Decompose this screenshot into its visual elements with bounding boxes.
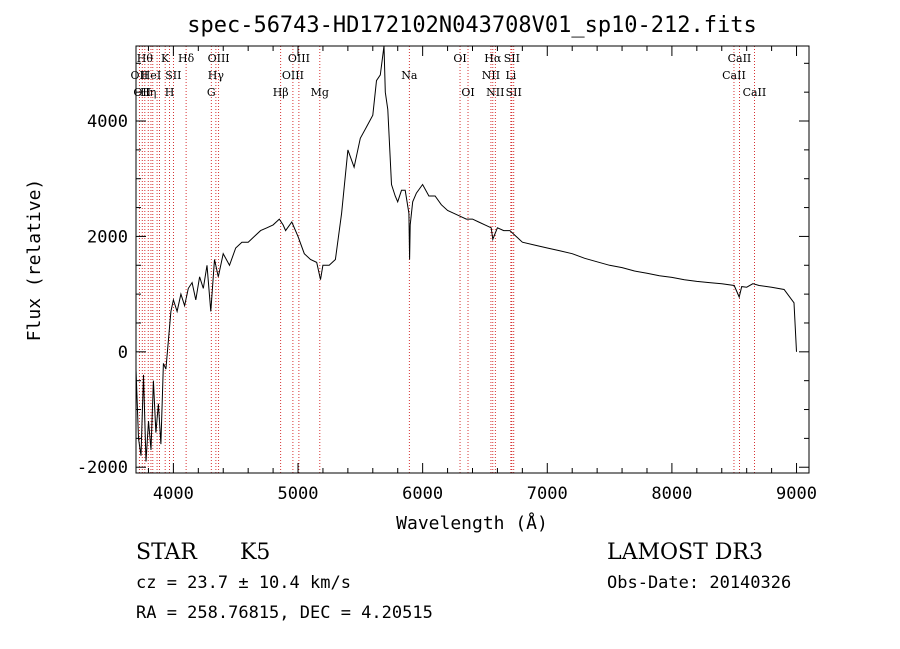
line-marker-label-18: Mg (311, 86, 329, 99)
line-marker-label-20: OI (453, 52, 466, 65)
x-tick-label-3: 7000 (527, 484, 568, 504)
y-tick-label-1: 0 (118, 343, 128, 363)
line-marker-label-27: SII (506, 86, 522, 99)
coordinates-text: RA = 258.76815, DEC = 4.20515 (136, 603, 433, 623)
line-marker-label-4: HeI (141, 69, 161, 82)
y-tick-label-3: 4000 (87, 112, 128, 132)
redshift-text: cz = 23.7 ± 10.4 km/s (136, 573, 351, 593)
y-tick-label-0: -2000 (77, 458, 128, 478)
line-marker-label-16: OIII (282, 69, 304, 82)
line-marker-label-28: CaII (722, 69, 746, 82)
line-marker-label-3: Hη (140, 86, 156, 99)
x-tick-label-2: 6000 (402, 484, 443, 504)
chart-title: spec-56743-HD172102N043708V01_sp10-212.f… (187, 13, 757, 38)
line-marker-label-14: OIII (208, 52, 230, 65)
line-marker-label-9: H (165, 86, 175, 99)
line-marker-label-21: OI (461, 86, 474, 99)
survey-name: LAMOST DR3 (607, 540, 763, 565)
x-tick-label-5: 9000 (776, 484, 817, 504)
object-class: STAR (136, 540, 197, 565)
line-marker-label-0: OII (131, 69, 149, 82)
line-marker-label-29: CaII (728, 52, 752, 65)
line-marker-label-26: SII (504, 52, 520, 65)
x-tick-label-1: 5000 (278, 484, 319, 504)
line-marker-label-8: K (161, 52, 170, 65)
obs-date-text: Obs-Date: 20140326 (607, 573, 792, 593)
line-marker-label-24: NII (486, 86, 504, 99)
x-axis-label: Wavelength (Å) (396, 512, 548, 534)
line-marker-label-25: Li (505, 69, 516, 82)
plot-frame (135, 45, 810, 474)
x-tick-label-0: 4000 (153, 484, 194, 504)
line-marker-label-23: Hα (484, 52, 502, 65)
object-subclass: K5 (240, 540, 271, 565)
line-marker-label-13: Hγ (208, 69, 225, 82)
line-marker-label-15: Hβ (273, 86, 289, 99)
y-axis-label: Flux (relative) (24, 179, 45, 342)
line-marker-label-19: Na (401, 69, 418, 82)
line-marker-label-22: NII (482, 69, 500, 82)
line-marker-label-30: CaII (743, 86, 767, 99)
line-marker-label-11: Hδ (178, 52, 195, 65)
line-markers (138, 46, 755, 473)
line-marker-label-1: OII (133, 86, 151, 99)
spectrum-line (135, 45, 797, 462)
line-marker-label-2: Hθ (137, 52, 154, 65)
x-tick-label-4: 8000 (651, 484, 692, 504)
line-marker-label-17: OIII (288, 52, 310, 65)
axes: 4000 5000 6000 7000 8000 9000 -2000 0 2000 4000 (77, 46, 817, 504)
line-marker-label-10: SII (165, 69, 181, 82)
line-marker-label-12: G (207, 86, 216, 99)
y-tick-label-2: 2000 (87, 227, 128, 247)
